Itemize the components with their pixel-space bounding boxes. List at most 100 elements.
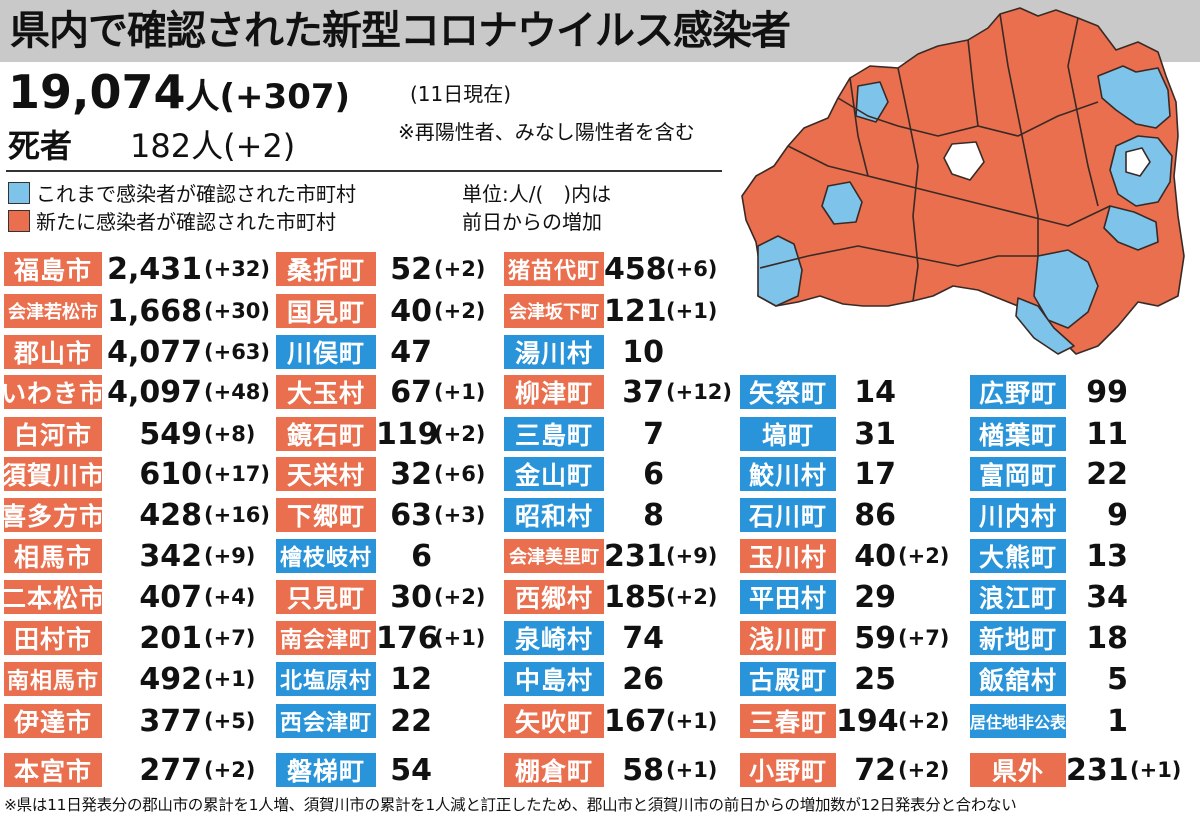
- table-row: 喜多方市 428 (+16): [1, 497, 270, 533]
- case-delta: (+9): [204, 544, 256, 568]
- case-count: 30: [390, 579, 432, 615]
- case-count: 407: [139, 579, 202, 615]
- case-delta: (+9): [666, 544, 718, 568]
- municipality-tag: 白河市: [4, 417, 102, 451]
- case-delta: (+2): [434, 585, 486, 609]
- case-count: 377: [139, 703, 202, 739]
- municipality-tag: 県外: [970, 753, 1066, 787]
- municipality-tag: 西郷村: [504, 580, 604, 614]
- municipality-tag: 南相馬市: [4, 662, 102, 696]
- municipality-tag: 矢吹町: [504, 704, 604, 738]
- municipality-tag: 会津美里町: [504, 539, 604, 573]
- legend-existing-label: これまで感染者が確認された市町村: [36, 182, 356, 206]
- table-row: 居住地非公表 1: [970, 703, 1130, 739]
- case-delta: (+6): [666, 257, 718, 281]
- municipality-tag: 郡山市: [4, 335, 102, 369]
- page-title: 県内で確認された新型コロナウイルス感染者: [10, 8, 791, 54]
- table-row: 福島市 2,431 (+32): [4, 251, 270, 287]
- municipality-tag: 浅川町: [740, 621, 836, 655]
- table-row: 小野町 72 (+2): [740, 752, 949, 788]
- table-row: 只見町 30 (+2): [276, 579, 485, 615]
- table-row: 天栄村 32 (+6): [276, 456, 485, 492]
- municipality-tag: 湯川村: [504, 335, 604, 369]
- municipality-tag: 本宮市: [4, 753, 102, 787]
- municipality-tag: 南会津町: [276, 621, 376, 655]
- municipality-tag: 檜枝岐村: [276, 539, 376, 573]
- case-delta: (+2): [434, 422, 486, 446]
- municipality-tag: 矢祭町: [740, 375, 836, 409]
- municipality-tag: 鏡石町: [276, 417, 376, 451]
- table-row: 会津若松市 1,668 (+30): [4, 293, 270, 329]
- municipality-tag: 猪苗代町: [504, 252, 604, 286]
- case-count: 1: [1107, 703, 1128, 739]
- map-region-southeast: [1033, 249, 1099, 329]
- table-row: 西郷村 185 (+2): [504, 579, 717, 615]
- case-delta: (+2): [434, 257, 486, 281]
- case-delta: (+2): [666, 585, 718, 609]
- case-count: 458: [604, 251, 667, 287]
- total-value: 19,074: [8, 65, 186, 119]
- case-count: 194: [836, 703, 899, 739]
- case-count: 52: [390, 251, 432, 287]
- municipality-tag: 喜多方市: [1, 498, 104, 532]
- table-row: いわき市 4,097 (+48): [1, 374, 270, 410]
- table-row: 金山町 6: [504, 456, 666, 492]
- table-row: 浅川町 59 (+7): [740, 620, 949, 656]
- table-row: 会津坂下町 121 (+1): [504, 293, 717, 329]
- total-cases: 19,074人(+307): [8, 64, 350, 125]
- legend-existing: これまで感染者が確認された市町村: [8, 178, 356, 207]
- municipality-tag: 桑折町: [276, 252, 376, 286]
- case-count: 167: [604, 703, 667, 739]
- table-row: 南会津町 176 (+1): [276, 620, 485, 656]
- case-delta: (+7): [898, 626, 950, 650]
- case-count: 201: [139, 620, 202, 656]
- municipality-tag: 楢葉町: [970, 417, 1066, 451]
- total-unit: 人: [185, 77, 220, 117]
- municipality-tag: 棚倉町: [504, 753, 604, 787]
- case-count: 121: [604, 293, 667, 329]
- deaths-label: 死者: [8, 127, 73, 165]
- table-row: 桑折町 52 (+2): [276, 251, 485, 287]
- table-row: 塙町 31: [740, 416, 898, 452]
- unit-note-2: 前日からの増加: [462, 210, 602, 234]
- case-count: 277: [139, 752, 202, 788]
- map-region-uninfected-2: [1125, 147, 1151, 177]
- municipality-tag: 浪江町: [970, 580, 1066, 614]
- municipality-tag: 富岡町: [970, 457, 1066, 491]
- case-count: 185: [604, 579, 667, 615]
- case-delta: (+2): [204, 758, 256, 782]
- municipality-tag: 居住地非公表: [970, 704, 1066, 738]
- municipality-tag: 下郷町: [276, 498, 376, 532]
- municipality-tag: 小野町: [740, 753, 836, 787]
- table-row: 新地町 18: [970, 620, 1130, 656]
- table-row: 泉崎村 74: [504, 620, 666, 656]
- case-delta: (+2): [434, 299, 486, 323]
- table-row: 下郷町 63 (+3): [276, 497, 485, 533]
- case-count: 6: [411, 538, 432, 574]
- municipality-tag: 大玉村: [276, 375, 376, 409]
- unit-note-1: 単位:人/( )内は: [462, 182, 612, 206]
- case-delta: (+17): [204, 462, 271, 486]
- municipality-tag: 会津若松市: [4, 294, 102, 328]
- table-row: 石川町 86: [740, 497, 898, 533]
- case-count: 13: [1086, 538, 1128, 574]
- municipality-tag: 平田村: [740, 580, 836, 614]
- municipality-tag: 三春町: [740, 704, 836, 738]
- table-row: 鏡石町 119 (+2): [276, 416, 485, 452]
- case-delta: (+8): [204, 422, 256, 446]
- case-count: 25: [854, 661, 896, 697]
- municipality-tag: 須賀川市: [1, 457, 104, 491]
- municipality-tag: 川内村: [970, 498, 1066, 532]
- case-count: 11: [1086, 416, 1128, 452]
- case-count: 47: [390, 334, 432, 370]
- deaths-value: 182人(+2): [130, 127, 296, 165]
- case-count: 12: [390, 661, 432, 697]
- case-count: 40: [390, 293, 432, 329]
- case-delta: (+1): [666, 758, 718, 782]
- case-delta: (+5): [204, 709, 256, 733]
- case-delta: (+4): [204, 585, 256, 609]
- municipality-tag: 古殿町: [740, 662, 836, 696]
- municipality-tag: 福島市: [4, 252, 102, 286]
- case-count: 17: [854, 456, 896, 492]
- legend-swatch-existing: [8, 181, 30, 204]
